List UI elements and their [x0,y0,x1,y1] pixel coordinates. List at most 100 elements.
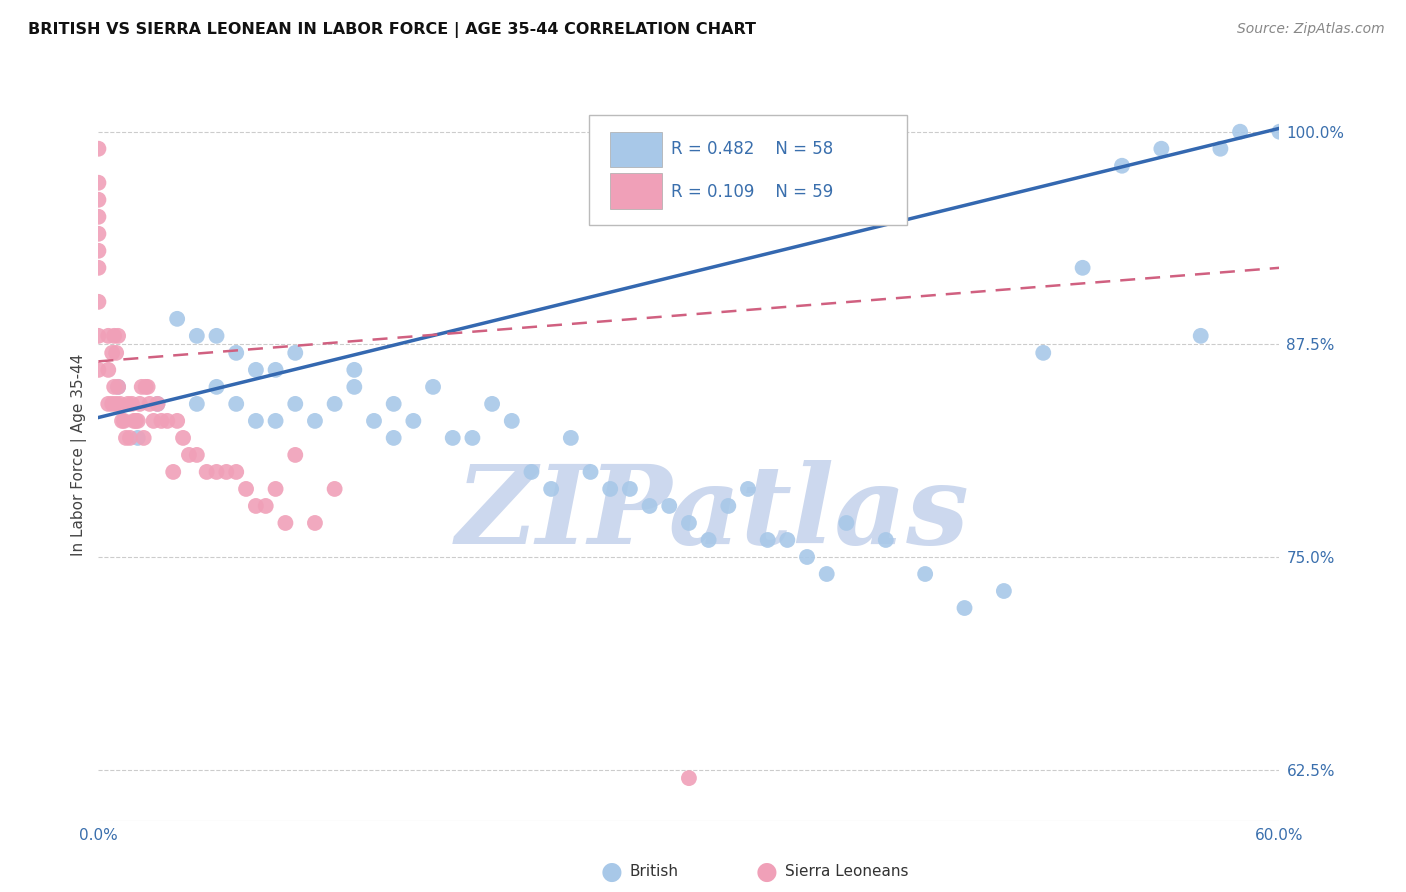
Point [127,431,149,445]
Point [776,533,799,547]
Point [146,397,169,411]
Point [304,516,326,530]
Point [205,380,228,394]
Point [87,210,110,224]
Point [186,397,208,411]
Point [481,397,503,411]
Point [136,380,159,394]
Point [105,346,128,360]
Point [1032,346,1054,360]
Point [993,584,1015,599]
Point [87,244,110,258]
Point [87,227,110,241]
Text: BRITISH VS SIERRA LEONEAN IN LABOR FORCE | AGE 35-44 CORRELATION CHART: BRITISH VS SIERRA LEONEAN IN LABOR FORCE… [28,22,756,38]
Point [166,414,188,428]
Point [264,482,287,496]
Point [678,516,700,530]
Point [186,329,208,343]
Point [156,414,179,428]
Point [225,465,247,479]
Point [107,380,129,394]
Point [323,482,346,496]
Point [101,346,124,360]
Point [323,397,346,411]
Point [1071,260,1094,275]
Point [205,465,228,479]
Point [108,397,131,411]
Point [756,533,779,547]
Point [146,397,169,411]
Point [678,771,700,785]
Point [162,465,184,479]
Point [103,329,125,343]
Point [225,346,247,360]
Point [87,294,110,309]
Point [125,414,148,428]
Point [135,380,157,394]
Point [87,363,110,377]
Point [914,566,936,581]
Point [264,414,287,428]
Point [1150,142,1173,156]
Text: R = 0.109    N = 59: R = 0.109 N = 59 [671,183,834,201]
Point [121,397,143,411]
Point [875,533,897,547]
Point [186,448,208,462]
Point [87,176,110,190]
Point [166,311,188,326]
Point [245,499,267,513]
Text: ZIPatlas: ZIPatlas [456,459,970,567]
Point [1189,329,1212,343]
Text: ●: ● [755,860,778,883]
Point [177,448,200,462]
Point [127,414,149,428]
Point [235,482,257,496]
Point [697,533,720,547]
Point [284,448,307,462]
Point [658,499,681,513]
Point [87,193,110,207]
Point [87,260,110,275]
Text: Source: ZipAtlas.com: Source: ZipAtlas.com [1237,22,1385,37]
Text: Sierra Leoneans: Sierra Leoneans [785,864,908,879]
Text: British: British [630,864,679,879]
Point [115,431,138,445]
Point [540,482,562,496]
Point [1268,125,1291,139]
Point [382,431,405,445]
Point [284,346,307,360]
Point [117,397,139,411]
Point [1229,125,1251,139]
Point [97,329,120,343]
Point [97,397,120,411]
Point [142,414,165,428]
Point [284,397,307,411]
Point [150,414,173,428]
Point [638,499,661,513]
Point [101,397,124,411]
Point [105,397,128,411]
Y-axis label: In Labor Force | Age 35-44: In Labor Force | Age 35-44 [72,354,87,556]
Point [835,516,858,530]
Point [172,431,194,445]
Point [737,482,759,496]
Point [245,414,267,428]
Point [441,431,464,445]
Point [138,397,160,411]
Point [195,465,218,479]
Point [402,414,425,428]
Point [97,363,120,377]
Point [461,431,484,445]
Point [619,482,641,496]
Point [717,499,740,513]
Point [501,414,523,428]
Point [225,397,247,411]
Text: R = 0.482    N = 58: R = 0.482 N = 58 [671,140,834,158]
FancyBboxPatch shape [589,115,907,225]
Point [343,380,366,394]
Point [107,380,129,394]
Point [128,397,150,411]
Point [205,329,228,343]
FancyBboxPatch shape [610,173,662,209]
Point [599,482,621,496]
